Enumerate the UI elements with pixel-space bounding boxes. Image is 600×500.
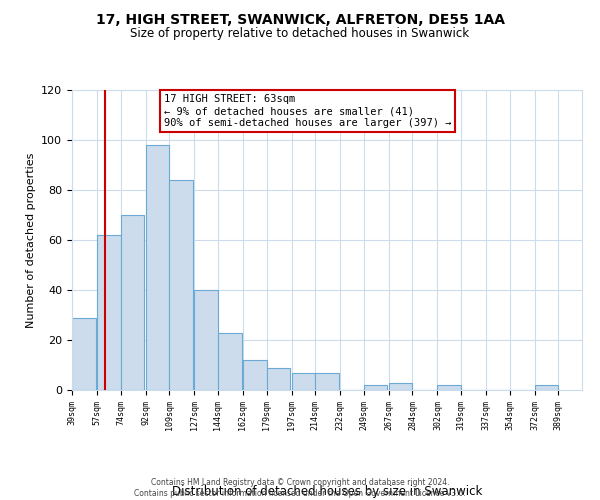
Bar: [243, 360, 266, 390]
Bar: [437, 385, 461, 390]
Y-axis label: Number of detached properties: Number of detached properties: [26, 152, 35, 328]
Bar: [266, 368, 290, 390]
Bar: [169, 180, 193, 390]
Bar: [315, 372, 339, 390]
X-axis label: Distribution of detached houses by size in Swanwick: Distribution of detached houses by size …: [172, 486, 482, 498]
Bar: [121, 215, 144, 390]
Bar: [535, 385, 559, 390]
Bar: [146, 145, 169, 390]
Bar: [218, 332, 242, 390]
Bar: [194, 290, 218, 390]
Text: 17 HIGH STREET: 63sqm
← 9% of detached houses are smaller (41)
90% of semi-detac: 17 HIGH STREET: 63sqm ← 9% of detached h…: [164, 94, 451, 128]
Text: Size of property relative to detached houses in Swanwick: Size of property relative to detached ho…: [130, 28, 470, 40]
Bar: [292, 372, 315, 390]
Bar: [97, 235, 121, 390]
Text: Contains HM Land Registry data © Crown copyright and database right 2024.
Contai: Contains HM Land Registry data © Crown c…: [134, 478, 466, 498]
Bar: [389, 382, 412, 390]
Bar: [72, 318, 95, 390]
Text: 17, HIGH STREET, SWANWICK, ALFRETON, DE55 1AA: 17, HIGH STREET, SWANWICK, ALFRETON, DE5…: [95, 12, 505, 26]
Bar: [364, 385, 388, 390]
